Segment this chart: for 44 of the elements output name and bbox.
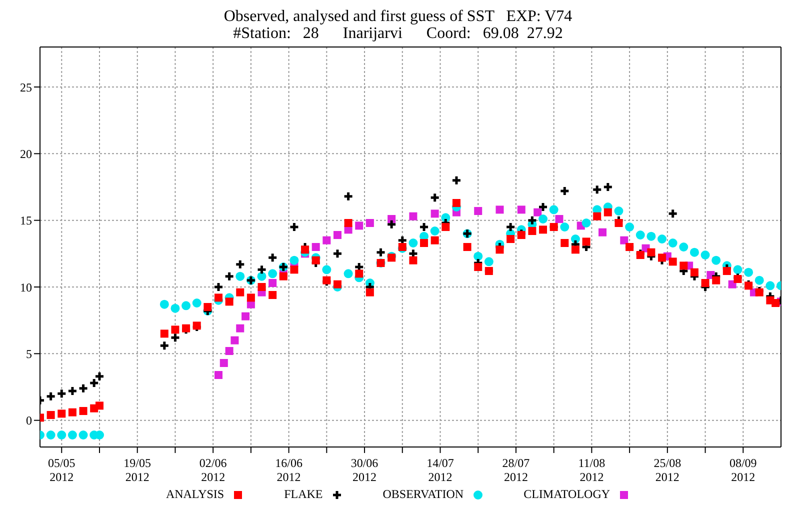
point	[366, 219, 374, 227]
point	[322, 236, 331, 244]
y-tick-label: 20	[20, 146, 32, 161]
point	[220, 359, 228, 367]
point	[555, 215, 564, 223]
y-tick-label: 25	[20, 80, 32, 94]
point	[517, 206, 526, 214]
point	[409, 212, 418, 220]
point	[430, 210, 439, 218]
x-tick-label: 28/07 2012	[502, 456, 530, 484]
x-tick-label: 16/06 2012	[275, 456, 302, 484]
point	[496, 206, 504, 214]
chart-subtitle: #Station: 28 Inarijarvi Coord: 69.08 27.92	[232, 25, 564, 42]
point	[236, 324, 244, 332]
x-tick-label: 08/09 2012	[729, 456, 757, 484]
point	[355, 222, 364, 230]
legend-label: FLAKE	[284, 487, 323, 502]
y-tick-label: 0	[26, 414, 32, 428]
point	[388, 215, 396, 223]
legend-label: OBSERVATION	[382, 487, 464, 502]
point	[230, 336, 239, 344]
y-tick-label: 5	[26, 346, 32, 361]
chart-title: Observed, analysed and first guess of SST EXP: V74	[222, 8, 574, 25]
point	[598, 228, 607, 236]
point	[214, 371, 222, 379]
point	[312, 243, 320, 251]
point	[474, 207, 482, 215]
y-tick-label: 15	[20, 214, 32, 228]
point	[225, 347, 234, 355]
point	[620, 236, 628, 244]
x-tick-label: 19/05 2012	[124, 456, 152, 484]
point	[333, 231, 342, 239]
x-tick-label: 30/06 2012	[350, 456, 378, 484]
x-tick-label: 11/08 2012	[578, 456, 606, 484]
point	[242, 312, 250, 320]
y-tick-label: 10	[20, 280, 32, 294]
x-tick-label: 14/07 2012	[426, 456, 454, 484]
point	[268, 279, 277, 287]
point	[534, 208, 542, 216]
x-tick-label: 02/06 2012	[199, 456, 227, 484]
x-tick-label: 25/08 2012	[654, 456, 682, 484]
legend-label: ANALYSIS	[166, 487, 224, 502]
x-tick-label: 05/05 2012	[48, 456, 76, 484]
legend-label: CLIMATOLOGY	[524, 487, 610, 502]
